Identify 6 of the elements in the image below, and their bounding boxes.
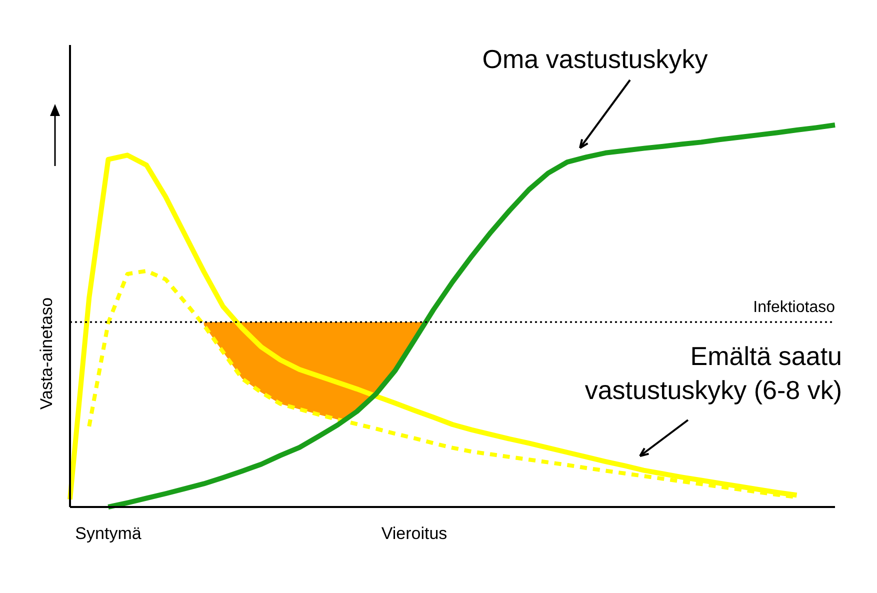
ref-line-label: Infektiotaso <box>753 299 836 316</box>
x-tick-label: Syntymä <box>75 524 142 543</box>
annotation: Emältä saatu vastustuskyky (6-8 vk) <box>584 341 842 405</box>
x-tick-label: Vieroitus <box>381 524 448 543</box>
text: Oma vastustuskyky <box>482 44 708 74</box>
y-axis-title: Vasta-ainetaso <box>37 297 56 410</box>
